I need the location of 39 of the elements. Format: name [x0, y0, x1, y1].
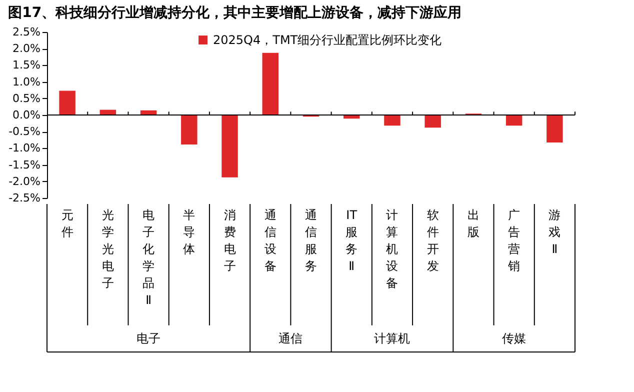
- x-tick-label: 消费电子: [224, 208, 236, 273]
- x-tick-label: 出版: [467, 208, 480, 239]
- y-tick-label: -2.0%: [8, 174, 40, 188]
- legend-label: 2025Q4，TMT细分行业配置比例环比变化: [213, 33, 442, 47]
- y-tick-label: -1.5%: [8, 158, 40, 172]
- bar: [59, 90, 76, 115]
- x-tick-label: 游戏Ⅱ: [548, 208, 561, 256]
- bar: [546, 115, 563, 143]
- y-tick-label: -0.5%: [8, 125, 40, 138]
- x-tick-label: 通信服务: [305, 208, 317, 273]
- y-tick-label: 2.0%: [12, 42, 40, 56]
- y-tick-label: 1.0%: [12, 75, 40, 88]
- y-tick-label: 0.0%: [12, 108, 40, 122]
- bar: [181, 115, 198, 145]
- x-tick-label: 软件开发: [426, 208, 439, 273]
- bar: [424, 115, 441, 128]
- bar: [384, 115, 400, 126]
- text: 计算机: [374, 332, 410, 346]
- x-tick-label: 通信设备: [264, 208, 276, 273]
- x-tick-label: IT服务Ⅱ: [346, 208, 358, 273]
- bar: [100, 110, 116, 115]
- y-tick-label: 1.5%: [12, 58, 40, 72]
- chart-title: 图17、科技细分行业增减持分化，其中主要增配上游设备，减持下游应用: [8, 4, 462, 21]
- x-tick-label: 广告营销: [507, 208, 520, 273]
- bar: [506, 115, 522, 126]
- bar: [222, 115, 238, 178]
- x-tick-label: 半导体: [183, 208, 196, 256]
- x-tick-label: 计算机设备: [386, 208, 398, 290]
- text: 传媒: [502, 332, 526, 346]
- text: 通信: [278, 332, 303, 346]
- y-tick-label: 2.5%: [12, 26, 40, 38]
- text: 电子: [136, 332, 161, 346]
- y-tick-label: -1.0%: [8, 142, 40, 155]
- x-tick-label: 光学光电子: [102, 208, 114, 290]
- bar: [262, 52, 279, 115]
- y-tick-label: 0.5%: [12, 92, 40, 105]
- x-tick-label: 元件: [61, 208, 74, 239]
- y-tick-label: -2.5%: [8, 192, 40, 204]
- x-tick-label: 电子化学品Ⅱ: [142, 208, 155, 307]
